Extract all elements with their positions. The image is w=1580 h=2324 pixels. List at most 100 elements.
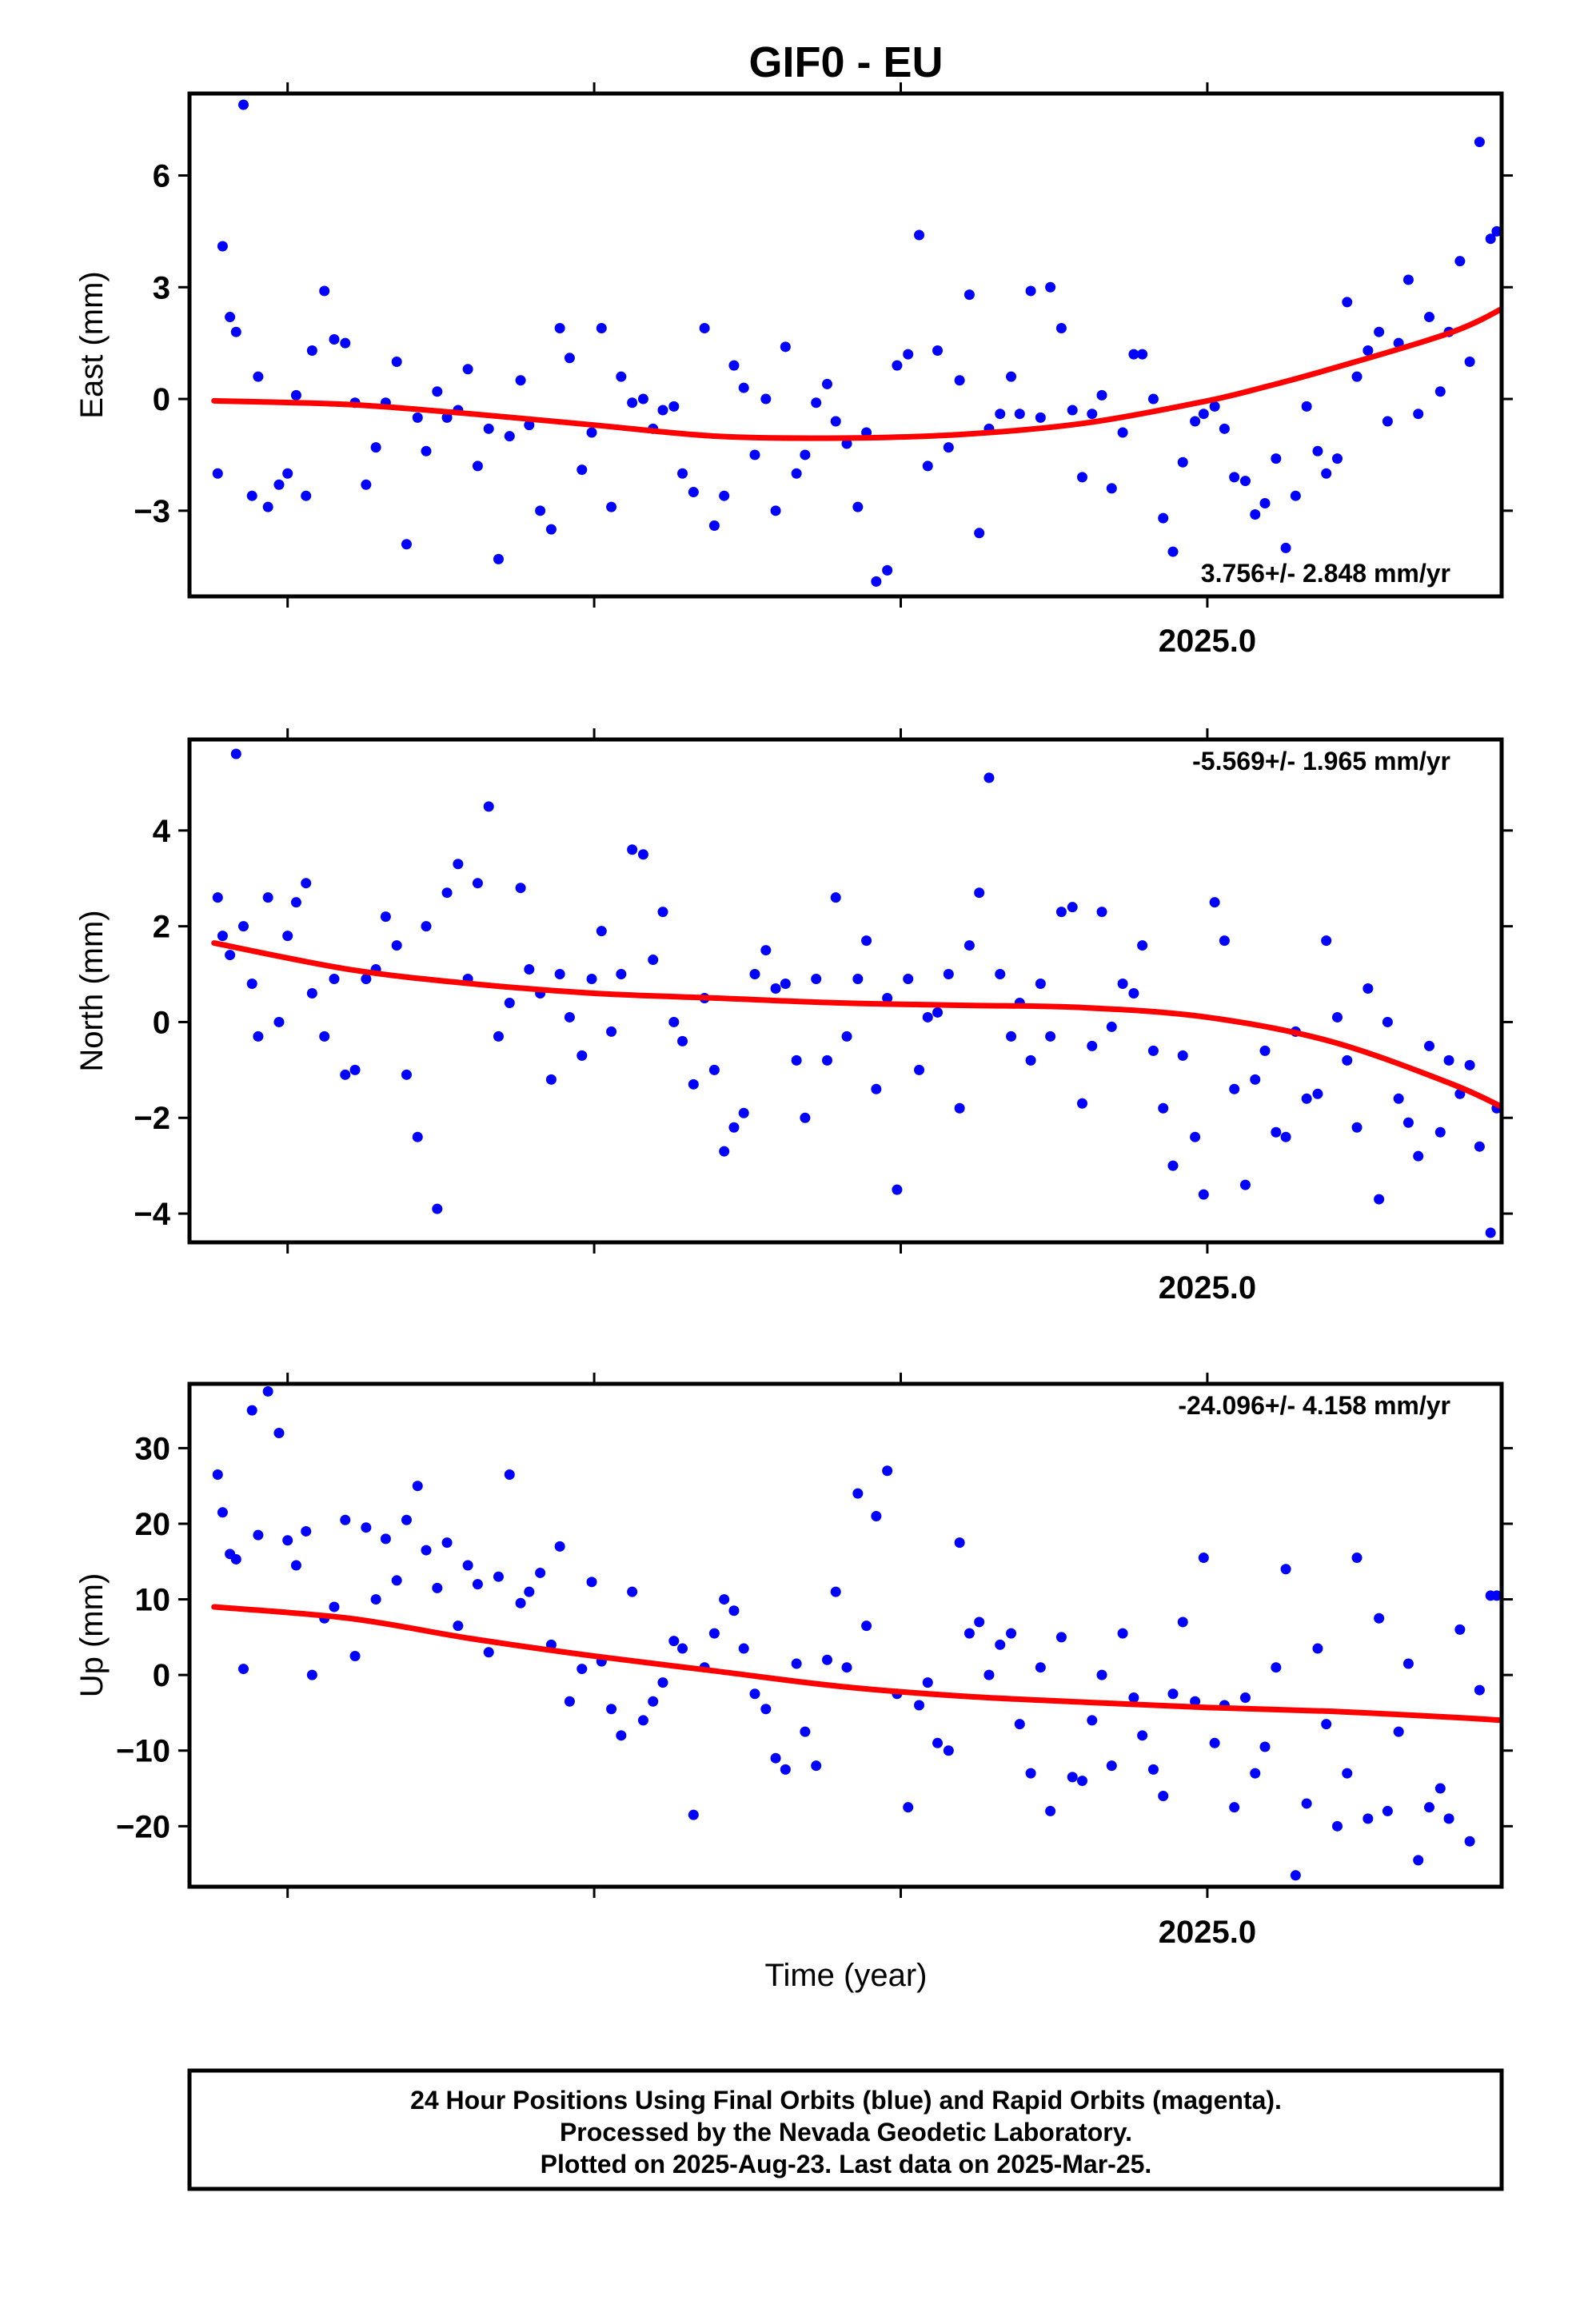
east-data-point bbox=[225, 312, 236, 323]
north-data-point bbox=[1167, 1160, 1179, 1171]
north-data-point bbox=[1382, 1016, 1393, 1027]
up-data-point bbox=[770, 1752, 781, 1764]
up-data-point bbox=[606, 1704, 617, 1715]
east-data-point bbox=[212, 468, 223, 479]
north-data-point bbox=[1443, 1054, 1454, 1066]
north-data-point bbox=[852, 974, 864, 985]
north-data-point bbox=[1271, 1126, 1282, 1138]
up-data-point bbox=[719, 1594, 730, 1605]
east-data-point bbox=[586, 427, 597, 438]
north-data-point bbox=[1219, 935, 1230, 947]
east-data-point bbox=[577, 464, 588, 476]
up-data-point bbox=[1271, 1662, 1282, 1673]
up-data-point bbox=[1035, 1662, 1046, 1673]
east-data-point bbox=[282, 468, 293, 479]
east-ytick-label: 0 bbox=[153, 382, 170, 417]
east-data-point bbox=[852, 501, 864, 512]
up-data-point bbox=[922, 1677, 933, 1688]
east-data-point bbox=[616, 371, 627, 382]
north-data-point bbox=[995, 969, 1006, 980]
up-data-point bbox=[273, 1427, 285, 1438]
north-data-point bbox=[1137, 940, 1148, 951]
north-plot-frame bbox=[187, 737, 1504, 1245]
north-data-point bbox=[1025, 1054, 1036, 1066]
east-data-point bbox=[1382, 416, 1393, 427]
up-data-point bbox=[237, 1664, 249, 1675]
east-data-point bbox=[1158, 512, 1169, 524]
east-data-point bbox=[1076, 472, 1087, 483]
up-data-point bbox=[1128, 1692, 1139, 1704]
north-data-point bbox=[1374, 1194, 1385, 1205]
east-data-point bbox=[1128, 349, 1139, 360]
east-data-point bbox=[1106, 483, 1117, 494]
north-data-point bbox=[1128, 987, 1139, 999]
north-fit-line bbox=[211, 940, 1502, 1110]
east-data-point bbox=[421, 445, 432, 456]
north-data-point bbox=[1301, 1093, 1312, 1104]
north-data-point bbox=[212, 892, 223, 903]
north-data-point bbox=[984, 772, 995, 783]
north-data-point bbox=[688, 1078, 699, 1090]
north-data-point bbox=[1239, 1179, 1251, 1190]
east-data-point bbox=[535, 505, 546, 516]
north-data-point bbox=[349, 1064, 361, 1075]
up-data-point bbox=[1209, 1737, 1220, 1748]
east-data-point bbox=[290, 389, 301, 401]
east-data-point bbox=[1147, 393, 1159, 405]
north-y-axis-label: North (mm) bbox=[74, 910, 110, 1071]
north-data-point bbox=[914, 1064, 925, 1075]
north-data-point bbox=[412, 1131, 423, 1142]
up-data-point bbox=[1342, 1768, 1353, 1779]
north-ytick-label: 2 bbox=[153, 910, 170, 945]
north-data-point bbox=[943, 969, 954, 980]
north-data-point bbox=[1198, 1189, 1209, 1200]
north-data-point bbox=[1096, 907, 1107, 918]
north-data-point bbox=[1177, 1050, 1188, 1061]
east-data-point bbox=[892, 360, 903, 371]
up-data-point bbox=[1312, 1643, 1323, 1654]
up-data-point bbox=[780, 1764, 791, 1775]
up-data-point bbox=[852, 1488, 864, 1499]
up-data-point bbox=[391, 1575, 402, 1586]
north-panel: −4 −2 0 2 4 2025.0 North (mm) -5.569+/- 1.965 m… bbox=[74, 728, 1513, 1306]
east-data-point bbox=[391, 356, 402, 367]
north-data-point bbox=[1363, 983, 1374, 995]
east-data-point bbox=[760, 393, 772, 405]
up-points bbox=[212, 1385, 1502, 1881]
east-data-point bbox=[319, 285, 330, 297]
east-data-point bbox=[932, 345, 944, 356]
north-data-point bbox=[1190, 1131, 1201, 1142]
north-data-point bbox=[1035, 979, 1046, 990]
north-data-point bbox=[800, 1112, 811, 1123]
up-data-point bbox=[230, 1553, 241, 1565]
east-data-point bbox=[329, 334, 340, 345]
up-data-point bbox=[1393, 1726, 1404, 1737]
up-data-point bbox=[515, 1597, 526, 1608]
north-data-point bbox=[1485, 1227, 1496, 1238]
east-data-point bbox=[1096, 389, 1107, 401]
up-velocity-label: -24.096+/- 4.158 mm/yr bbox=[1178, 1391, 1450, 1420]
east-data-point bbox=[1464, 356, 1475, 367]
up-data-point bbox=[535, 1567, 546, 1578]
up-data-point bbox=[441, 1537, 453, 1549]
chart-title: GIF0 - EU bbox=[748, 38, 943, 86]
up-data-point bbox=[1167, 1688, 1179, 1700]
east-data-point bbox=[262, 501, 273, 512]
east-data-point bbox=[1239, 476, 1251, 487]
east-data-point bbox=[1301, 401, 1312, 412]
east-data-point bbox=[780, 341, 791, 353]
east-data-point bbox=[1035, 412, 1046, 423]
up-data-point bbox=[1374, 1612, 1385, 1624]
north-data-point bbox=[648, 955, 659, 966]
up-data-point bbox=[1117, 1628, 1128, 1639]
up-data-point bbox=[1474, 1684, 1485, 1696]
north-data-point bbox=[791, 1054, 802, 1066]
up-data-point bbox=[246, 1405, 257, 1416]
east-ytick-label: 6 bbox=[153, 159, 170, 194]
north-data-point bbox=[668, 1016, 680, 1027]
north-data-point bbox=[738, 1107, 749, 1118]
east-data-point bbox=[728, 360, 740, 371]
up-data-point bbox=[1443, 1813, 1454, 1824]
north-data-point bbox=[246, 979, 257, 990]
east-data-point bbox=[1491, 225, 1502, 237]
